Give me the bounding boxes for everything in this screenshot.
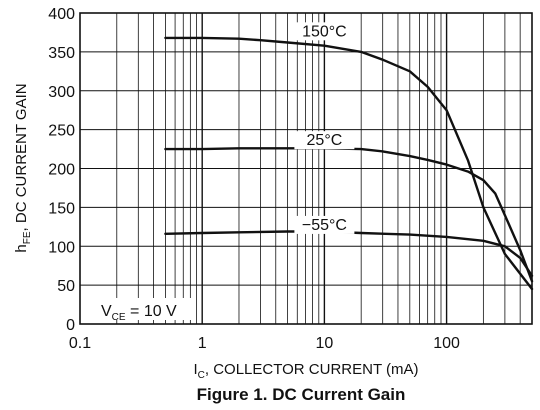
y-tick-label: 250 [48, 123, 75, 140]
series-label-0: 150°C [302, 23, 347, 40]
y-tick-label: 300 [48, 84, 75, 101]
series-label-layer: 150°C 25°C −55°C [294, 22, 355, 234]
y-tick-label: 350 [48, 45, 75, 62]
annotation-background [96, 298, 196, 320]
series-line-0 [164, 36, 534, 291]
x-tick-label: 0.1 [69, 335, 91, 352]
y-tick-label: 50 [57, 278, 75, 295]
series-line-2 [164, 230, 534, 277]
x-tick-label: 1 [198, 335, 207, 352]
series-label-background [294, 22, 355, 41]
series-layer [164, 36, 534, 291]
grid-layer [80, 13, 532, 324]
series-label-2: −55°C [302, 217, 347, 234]
plot-frame [79, 12, 533, 325]
tick-label-layer: 0 50 100 150 200 250 300 350 400 0.1 1 10 100 [48, 6, 460, 352]
y-axis-label: hFE, DC CURRENT GAIN [13, 83, 33, 252]
series-line-1 [164, 147, 534, 283]
x-axis-label: IC, COLLECTOR CURRENT (mA) [193, 361, 418, 381]
y-tick-label: 0 [66, 317, 75, 334]
x-tick-label: 10 [315, 335, 333, 352]
y-tick-label: 400 [48, 6, 75, 23]
x-tick-label: 100 [433, 335, 460, 352]
y-tick-label: 150 [48, 200, 75, 217]
vce-annotation: VCE = 10 V [101, 303, 177, 323]
series-label-background [294, 215, 355, 234]
series-label-1: 25°C [307, 132, 343, 149]
series-label-background [294, 131, 355, 150]
figure-caption: Figure 1. DC Current Gain [197, 385, 406, 404]
y-tick-label: 200 [48, 162, 75, 179]
y-tick-label: 100 [48, 239, 75, 256]
